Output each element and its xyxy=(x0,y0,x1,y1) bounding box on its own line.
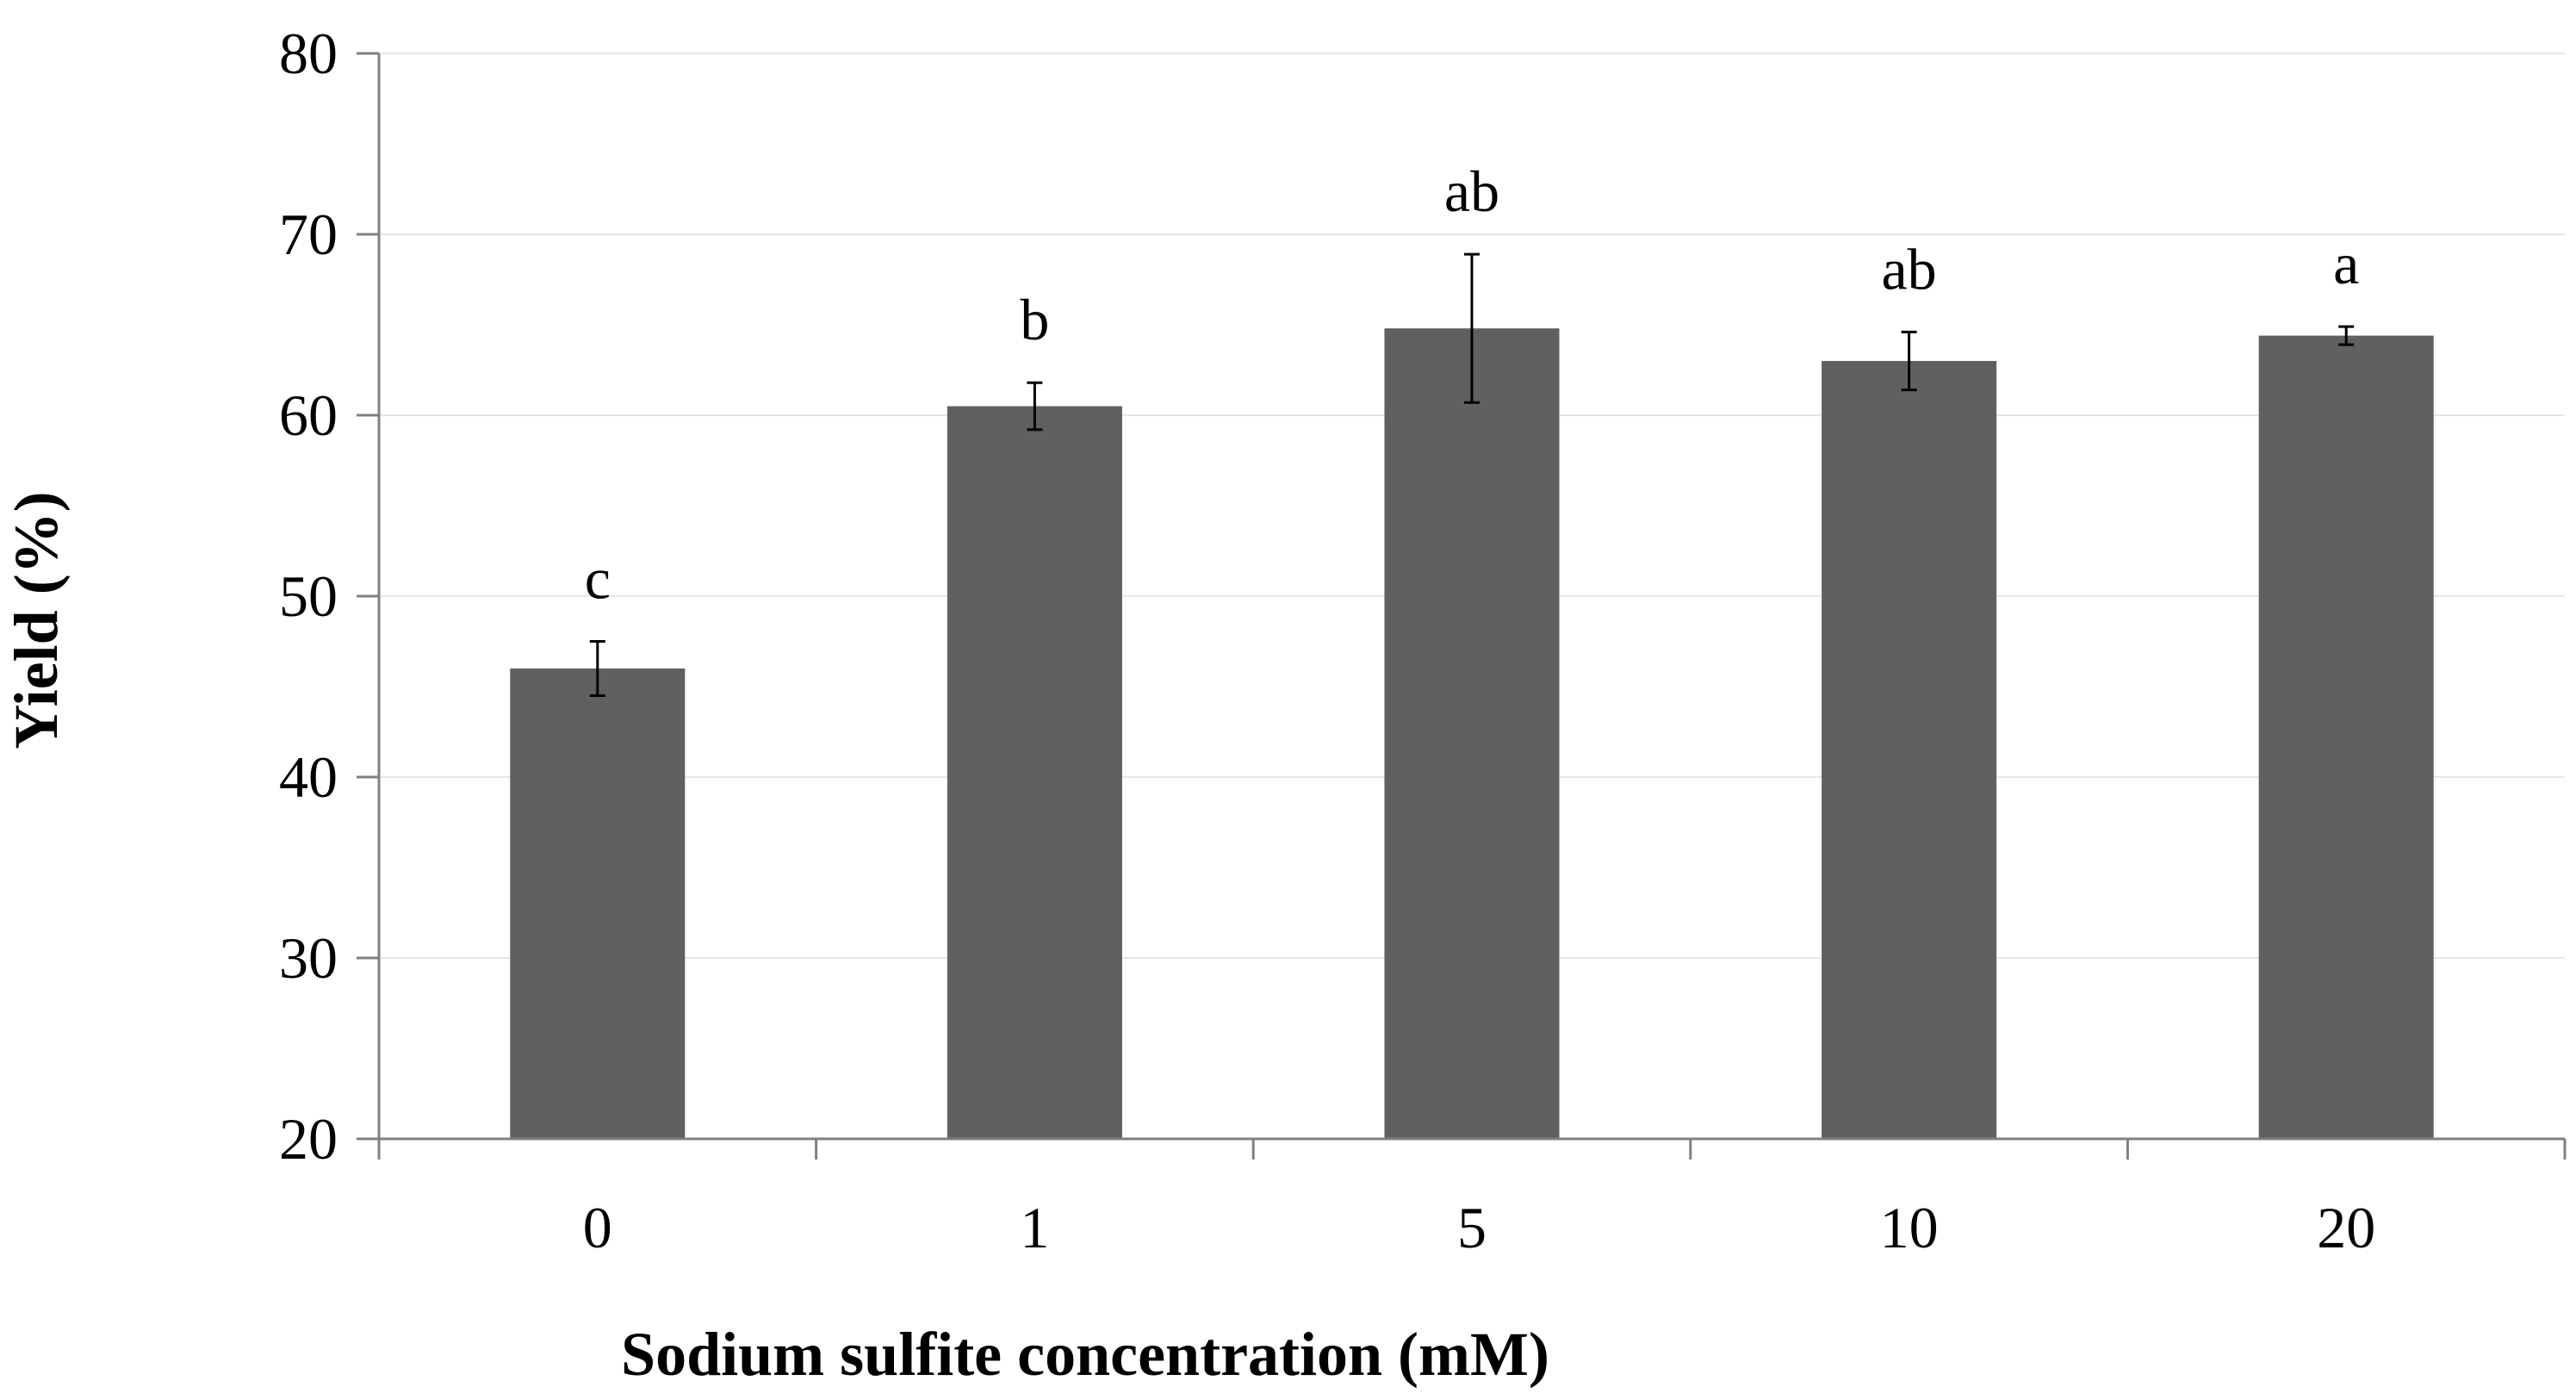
significance-letter: c xyxy=(585,546,611,612)
y-tick-label: 60 xyxy=(279,382,338,448)
bar-20 xyxy=(2258,335,2434,1140)
x-axis-title: Sodium sulfite concentration (mM) xyxy=(621,1320,1549,1389)
error-bars xyxy=(589,252,2355,697)
x-tick-label: 0 xyxy=(583,1195,612,1260)
x-tick-label: 5 xyxy=(1457,1195,1487,1260)
y-tick-label: 80 xyxy=(279,21,338,86)
significance-labels: c b ab ab a xyxy=(585,159,2360,611)
bar-10 xyxy=(1822,361,1997,1139)
significance-letter: ab xyxy=(1882,236,1937,302)
significance-letter: ab xyxy=(1444,159,1499,224)
significance-letter: a xyxy=(2333,231,2359,296)
bar-0 xyxy=(510,669,686,1139)
x-tick-labels: 0 1 5 10 20 xyxy=(583,1195,2375,1260)
significance-letter: b xyxy=(1020,287,1049,352)
x-tick-label: 10 xyxy=(1880,1195,1939,1260)
x-tick-label: 1 xyxy=(1020,1195,1049,1260)
x-tick-label: 20 xyxy=(2317,1195,2375,1260)
y-axis-title: Yield (%) xyxy=(2,491,71,749)
y-tick-labels: 20 30 40 50 60 70 80 xyxy=(279,21,338,1172)
bar-1 xyxy=(947,406,1122,1139)
y-tick-label: 40 xyxy=(279,744,338,810)
bar-5 xyxy=(1384,328,1560,1139)
y-tick-label: 20 xyxy=(279,1106,338,1172)
y-tick-label: 50 xyxy=(279,563,338,629)
axes xyxy=(357,52,2567,1160)
bars xyxy=(510,328,2434,1140)
y-tick-label: 70 xyxy=(279,202,338,267)
y-tick-label: 30 xyxy=(279,925,338,991)
